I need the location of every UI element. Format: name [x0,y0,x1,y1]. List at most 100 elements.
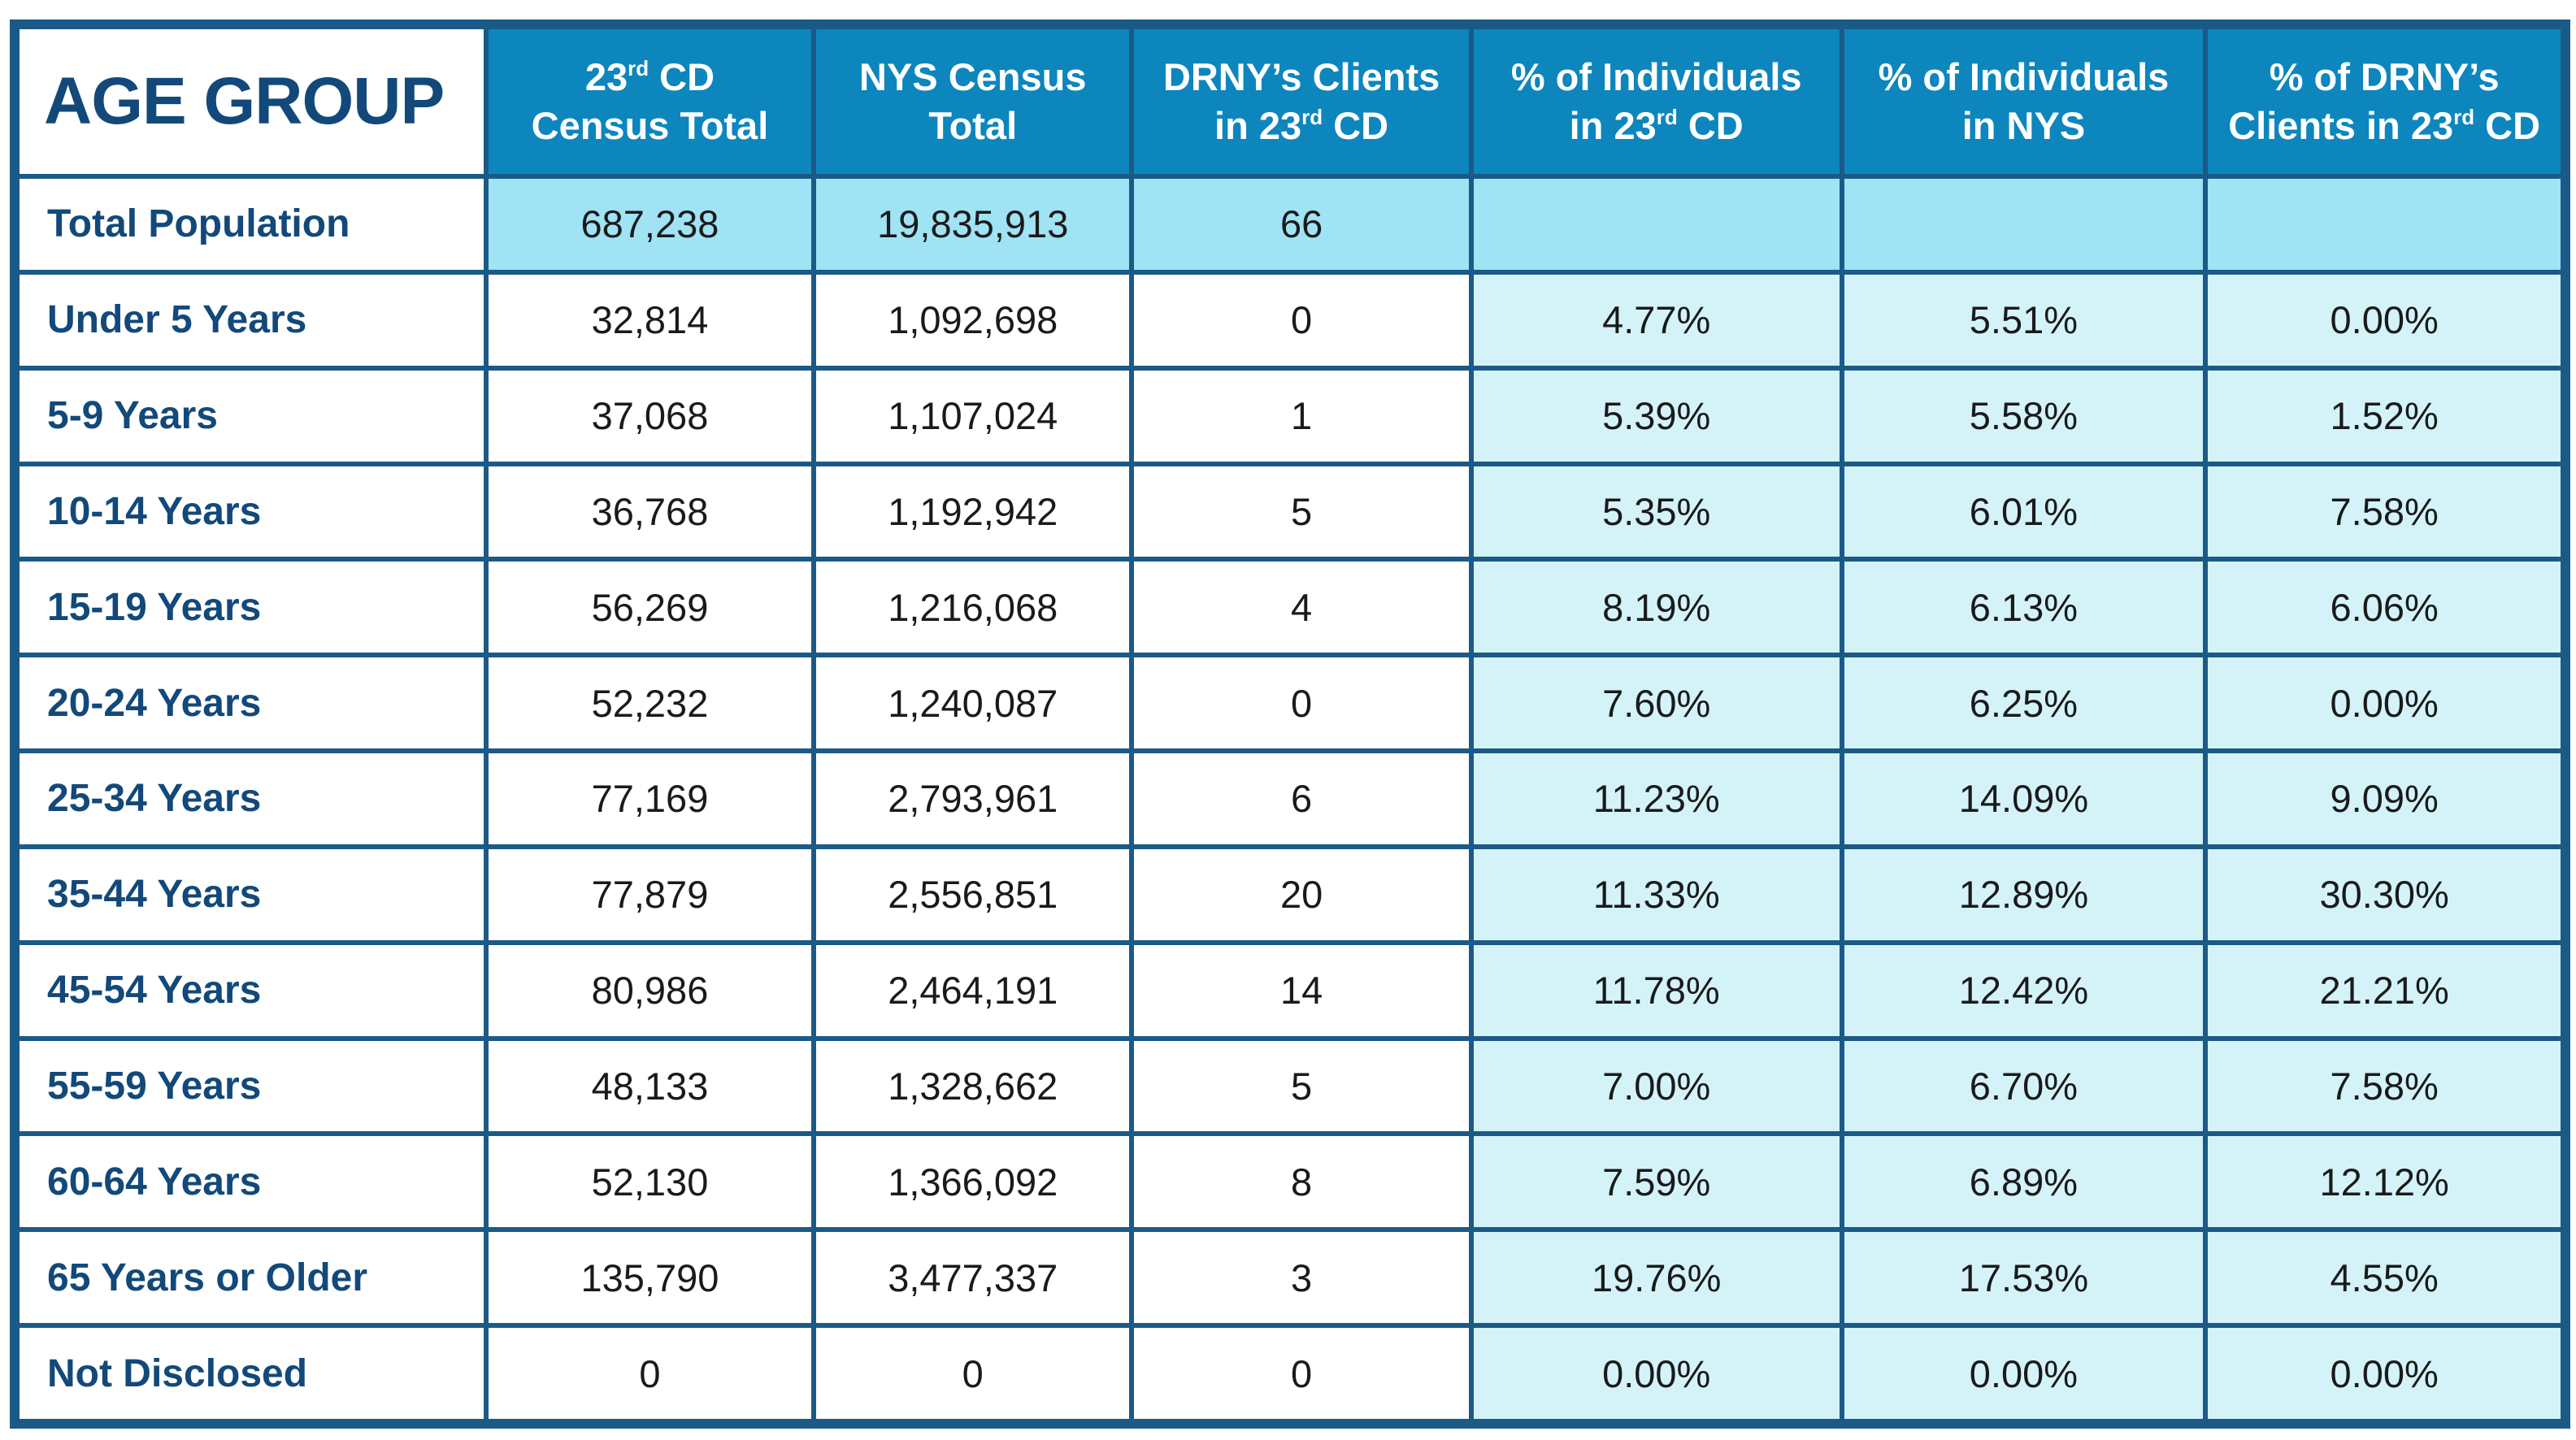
cell-pct-individuals-nys: 6.70% [1844,1040,2204,1132]
cell-cd-census-total: 56,269 [488,562,812,653]
cell-pct-drny-clients-cd: 1.52% [2208,370,2561,462]
row-label: 55-59 Years [20,1040,484,1132]
cell-cd-census-total: 32,814 [488,274,812,366]
cell-pct-drny-clients-cd: 21.21% [2208,944,2561,1036]
cell-drny-clients: 5 [1134,466,1469,557]
age-group-heading: AGE GROUP [20,29,484,174]
cell-cd-census-total: 77,879 [488,848,812,940]
cell-pct-individuals-nys: 6.13% [1844,562,2204,653]
table-row: 20-24 Years 52,232 1,240,087 0 7.60% 6.25% 0.0… [20,657,2561,749]
cell-pct-individuals-cd: 4.77% [1473,274,1840,366]
cell-nys-census-total: 2,556,851 [816,848,1130,940]
cell-pct-individuals-nys: 5.58% [1844,370,2204,462]
cell-pct-drny-clients-cd: 0.00% [2208,1328,2561,1419]
cell-drny-clients: 0 [1134,657,1469,749]
cell-nys-census-total: 1,192,942 [816,466,1130,557]
cell-pct-individuals-cd: 0.00% [1473,1328,1840,1419]
row-label: 20-24 Years [20,657,484,749]
cell-cd-census-total: 80,986 [488,944,812,1036]
table-row: 5-9 Years 37,068 1,107,024 1 5.39% 5.58% 1.52% [20,370,2561,462]
cell-pct-individuals-cd [1473,179,1840,270]
cell-pct-individuals-cd: 11.33% [1473,848,1840,940]
cell-pct-individuals-cd: 8.19% [1473,562,1840,653]
row-label: 60-64 Years [20,1136,484,1228]
table-row: 15-19 Years 56,269 1,216,068 4 8.19% 6.13% 6.0… [20,562,2561,653]
cell-nys-census-total: 2,793,961 [816,753,1130,844]
row-label: Not Disclosed [20,1328,484,1419]
cell-pct-drny-clients-cd: 0.00% [2208,274,2561,366]
cell-pct-individuals-cd: 5.35% [1473,466,1840,557]
total-population-row: Total Population 687,238 19,835,913 66 [20,179,2561,270]
header-pct-drny-clients-cd: % of DRNY’s Clients in 23rd CD [2208,29,2561,174]
row-label: 5-9 Years [20,370,484,462]
cell-nys-census-total: 1,328,662 [816,1040,1130,1132]
cell-pct-individuals-nys: 14.09% [1844,753,2204,844]
cell-drny-clients: 3 [1134,1232,1469,1324]
header-nys-census-total: NYS Census Total [816,29,1130,174]
header-cd-census-total: 23rd CD Census Total [488,29,812,174]
table-row: 45-54 Years 80,986 2,464,191 14 11.78% 12.42%… [20,944,2561,1036]
table-row: 55-59 Years 48,133 1,328,662 5 7.00% 6.70% 7.5… [20,1040,2561,1132]
cell-pct-drny-clients-cd: 7.58% [2208,466,2561,557]
age-group-table-frame: AGE GROUP 23rd CD Census Total NYS Censu… [10,20,2570,1429]
cell-pct-individuals-nys: 5.51% [1844,274,2204,366]
cell-cd-census-total: 52,130 [488,1136,812,1228]
cell-pct-drny-clients-cd: 12.12% [2208,1136,2561,1228]
cell-nys-census-total: 1,240,087 [816,657,1130,749]
row-label: 65 Years or Older [20,1232,484,1324]
cell-cd-census-total: 77,169 [488,753,812,844]
cell-pct-individuals-nys [1844,179,2204,270]
table-row: 25-34 Years 77,169 2,793,961 6 11.23% 14.09% 9… [20,753,2561,844]
table-row: 35-44 Years 77,879 2,556,851 20 11.33% 12.89%… [20,848,2561,940]
cell-pct-drny-clients-cd: 30.30% [2208,848,2561,940]
header-drny-clients: DRNY’s Clients in 23rd CD [1134,29,1469,174]
cell-pct-individuals-cd: 7.60% [1473,657,1840,749]
row-label: 35-44 Years [20,848,484,940]
cell-cd-census-total: 135,790 [488,1232,812,1324]
cell-pct-individuals-cd: 19.76% [1473,1232,1840,1324]
cell-nys-census-total: 1,216,068 [816,562,1130,653]
cell-pct-individuals-nys: 12.42% [1844,944,2204,1036]
table-row: Under 5 Years 32,814 1,092,698 0 4.77% 5.51% 0… [20,274,2561,366]
cell-nys-census-total: 1,366,092 [816,1136,1130,1228]
cell-pct-drny-clients-cd: 9.09% [2208,753,2561,844]
cell-drny-clients: 14 [1134,944,1469,1036]
header-pct-individuals-cd: % of Individuals in 23rd CD [1473,29,1840,174]
cell-pct-drny-clients-cd [2208,179,2561,270]
age-group-table: AGE GROUP 23rd CD Census Total NYS Censu… [15,24,2565,1424]
cell-pct-individuals-cd: 5.39% [1473,370,1840,462]
cell-cd-census-total: 37,068 [488,370,812,462]
row-label: Under 5 Years [20,274,484,366]
cell-nys-census-total: 2,464,191 [816,944,1130,1036]
cell-nys-census-total: 19,835,913 [816,179,1130,270]
row-label: 45-54 Years [20,944,484,1036]
row-label: 25-34 Years [20,753,484,844]
header-row: AGE GROUP 23rd CD Census Total NYS Censu… [20,29,2561,174]
table-body: Total Population 687,238 19,835,913 66 Under… [20,179,2561,1419]
cell-drny-clients: 8 [1134,1136,1469,1228]
cell-nys-census-total: 1,092,698 [816,274,1130,366]
cell-drny-clients: 6 [1134,753,1469,844]
cell-pct-drny-clients-cd: 0.00% [2208,657,2561,749]
cell-pct-individuals-nys: 6.01% [1844,466,2204,557]
row-label: 10-14 Years [20,466,484,557]
cell-nys-census-total: 0 [816,1328,1130,1419]
header-pct-individuals-nys: % of Individuals in NYS [1844,29,2204,174]
cell-drny-clients: 4 [1134,562,1469,653]
cell-pct-drny-clients-cd: 4.55% [2208,1232,2561,1324]
cell-drny-clients: 0 [1134,274,1469,366]
cell-pct-individuals-nys: 12.89% [1844,848,2204,940]
cell-pct-individuals-nys: 6.89% [1844,1136,2204,1228]
cell-drny-clients: 1 [1134,370,1469,462]
cell-cd-census-total: 687,238 [488,179,812,270]
table-row: 10-14 Years 36,768 1,192,942 5 5.35% 6.01% 7.5… [20,466,2561,557]
cell-nys-census-total: 1,107,024 [816,370,1130,462]
table-row: 60-64 Years 52,130 1,366,092 8 7.59% 6.89% 12.… [20,1136,2561,1228]
cell-drny-clients: 20 [1134,848,1469,940]
cell-drny-clients: 66 [1134,179,1469,270]
cell-cd-census-total: 52,232 [488,657,812,749]
cell-pct-individuals-nys: 0.00% [1844,1328,2204,1419]
table-row: Not Disclosed 0 0 0 0.00% 0.00% 0.00% [20,1328,2561,1419]
cell-pct-individuals-cd: 7.00% [1473,1040,1840,1132]
cell-drny-clients: 0 [1134,1328,1469,1419]
